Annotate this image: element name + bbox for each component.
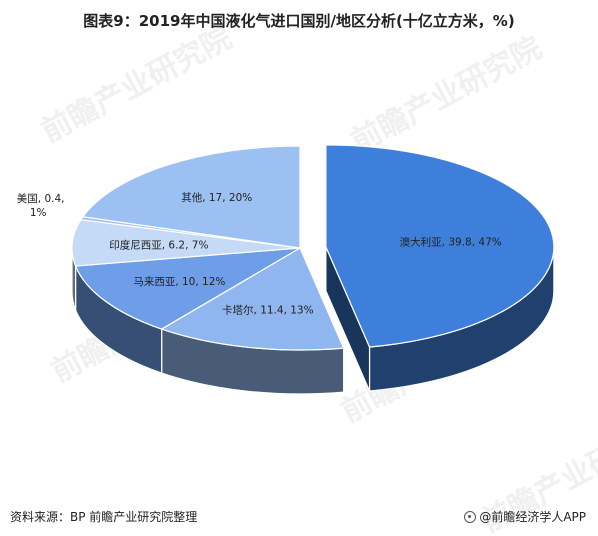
brand-label: @前瞻经济学人APP — [479, 510, 586, 524]
chart-title: 图表9：2019年中国液化气进口国别/地区分析(十亿立方米，%) — [83, 12, 515, 30]
brand: @前瞻经济学人APP — [464, 508, 586, 525]
pie-slice-印度尼西亚 — [71, 219, 301, 267]
slice-label-卡塔尔: 卡塔尔, 11.4, 13% — [222, 304, 314, 317]
brand-logo-icon — [464, 510, 477, 523]
slice-label-美国: 美国, 0.4, 1% — [17, 192, 65, 219]
source-note: 资料来源：BP 前瞻产业研究院整理 — [10, 510, 198, 524]
footer: 资料来源：BP 前瞻产业研究院整理 @前瞻经济学人APP — [0, 506, 598, 528]
pie-slice-澳大利亚 — [325, 144, 555, 348]
pie-slice-其他 — [82, 145, 301, 249]
slice-label-澳大利亚: 澳大利亚, 39.8, 47% — [400, 235, 502, 248]
slice-label-马来西亚: 马来西亚, 10, 12% — [133, 276, 225, 288]
pie-slice-马来西亚 — [74, 247, 301, 330]
slice-label-印度尼西亚: 印度尼西亚, 6.2, 7% — [109, 239, 208, 252]
pie-slice-卡塔尔 — [161, 247, 345, 351]
slice-label-其他: 其他, 17, 20% — [181, 191, 252, 204]
